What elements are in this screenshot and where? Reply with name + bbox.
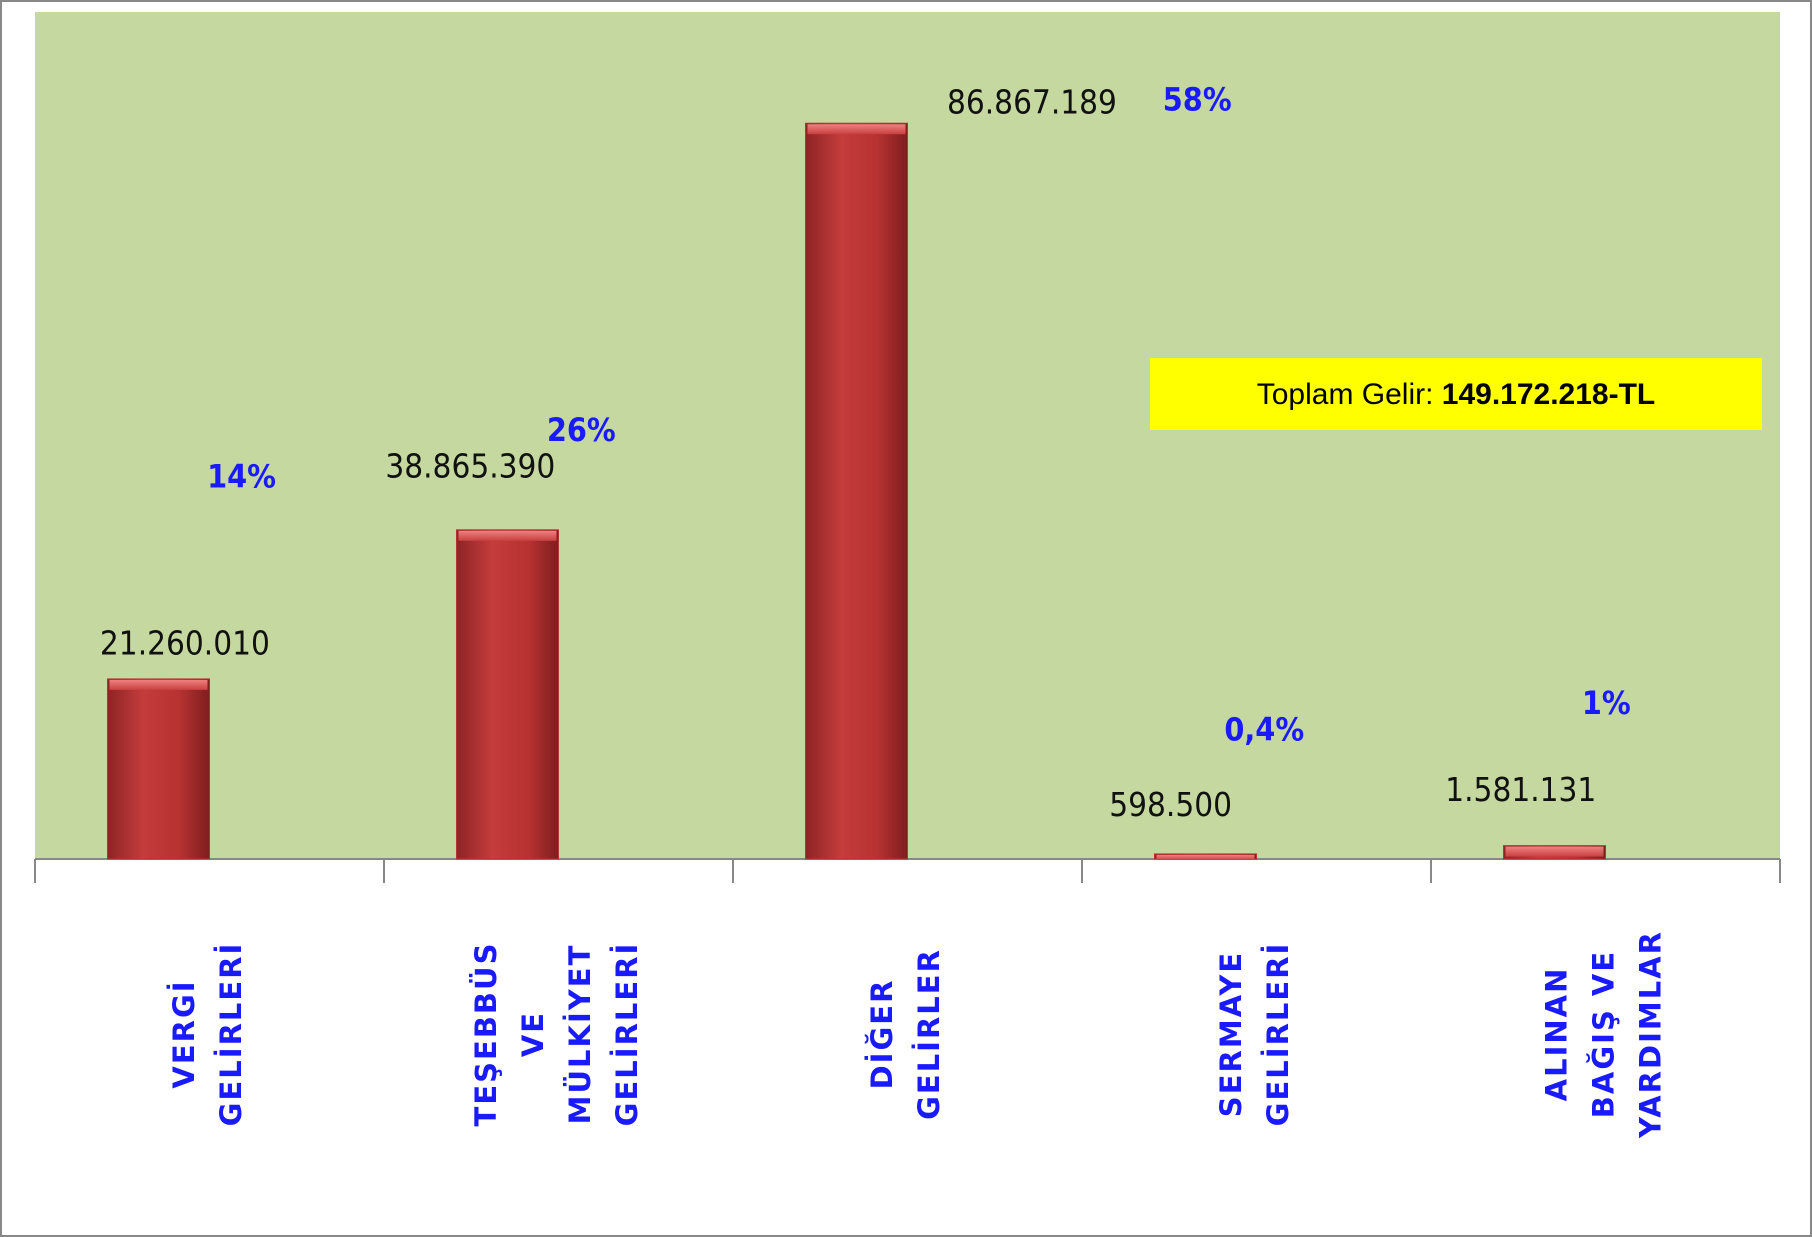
x-tick-label: GELİRLER <box>912 948 946 1120</box>
bar-highlight <box>458 530 557 541</box>
value-label: 38.865.390 <box>385 447 555 486</box>
annotation-box <box>1150 358 1762 430</box>
x-tick-label: BAĞIŞ VE <box>1587 950 1621 1118</box>
value-label: 1.581.131 <box>1445 770 1596 809</box>
percent-label: 1% <box>1582 684 1631 722</box>
x-tick-label: SERMAYE <box>1214 951 1248 1117</box>
bar <box>107 678 210 860</box>
value-label: 21.260.010 <box>100 623 270 662</box>
x-tick-label: GELİRLERİ <box>610 942 644 1127</box>
annotation-value: 149.172.218-TL <box>1442 378 1655 411</box>
x-tick-label: VE <box>516 1011 550 1057</box>
bar-highlight <box>1156 854 1255 860</box>
percent-label: 26% <box>547 411 616 449</box>
value-label: 86.867.189 <box>947 83 1117 122</box>
bar-highlight <box>109 679 208 690</box>
percent-label: 14% <box>207 457 276 495</box>
x-tick-label: TEŞEBBÜS <box>469 942 503 1127</box>
x-tick-label: GELİRLERİ <box>214 942 248 1127</box>
x-tick-label: GELİRLERİ <box>1261 942 1295 1127</box>
percent-label: 0,4% <box>1224 711 1304 749</box>
x-tick-label: VERGİ <box>167 979 201 1088</box>
bar-highlight <box>1505 846 1604 857</box>
x-tick-label: DİĞER <box>865 979 899 1090</box>
annotation: Toplam Gelir: 149.172.218-TL <box>1150 358 1762 430</box>
bar <box>456 529 559 860</box>
bar <box>805 122 908 860</box>
annotation-text: Toplam Gelir: 149.172.218-TL <box>1257 378 1656 411</box>
x-tick-label: MÜLKİYET <box>563 944 597 1125</box>
bar-highlight <box>807 124 906 135</box>
x-tick-label: YARDIMLAR <box>1634 930 1668 1139</box>
x-tick-label: ALINAN <box>1540 967 1574 1102</box>
annotation-label: Toplam Gelir: <box>1257 378 1442 411</box>
percent-label: 58% <box>1163 81 1232 119</box>
value-label: 598.500 <box>1109 785 1232 824</box>
